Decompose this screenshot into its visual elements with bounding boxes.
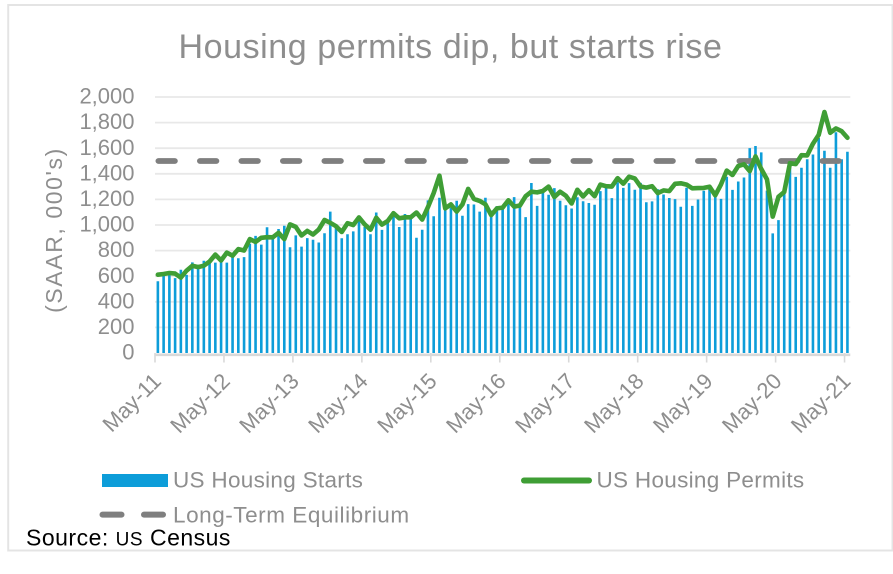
svg-text:Source: US Census: Source: US Census [26, 524, 231, 550]
svg-text:(SAAR, 000's): (SAAR, 000's) [41, 147, 67, 313]
svg-text:US Housing Starts: US Housing Starts [173, 468, 363, 493]
svg-text:400: 400 [98, 288, 135, 313]
svg-text:Housing permits dip, but start: Housing permits dip, but starts rise [179, 28, 723, 66]
svg-text:1,600: 1,600 [79, 135, 134, 160]
svg-text:US Housing Permits: US Housing Permits [597, 468, 805, 493]
svg-text:2,000: 2,000 [79, 84, 134, 109]
svg-text:1,000: 1,000 [79, 212, 134, 237]
svg-text:1,200: 1,200 [79, 186, 134, 211]
svg-text:1,800: 1,800 [79, 109, 134, 134]
svg-text:200: 200 [98, 314, 135, 339]
svg-text:Long-Term Equilibrium: Long-Term Equilibrium [173, 502, 410, 527]
svg-text:0: 0 [122, 340, 134, 365]
svg-text:1,400: 1,400 [79, 160, 134, 185]
svg-text:800: 800 [98, 237, 135, 262]
svg-text:600: 600 [98, 263, 135, 288]
